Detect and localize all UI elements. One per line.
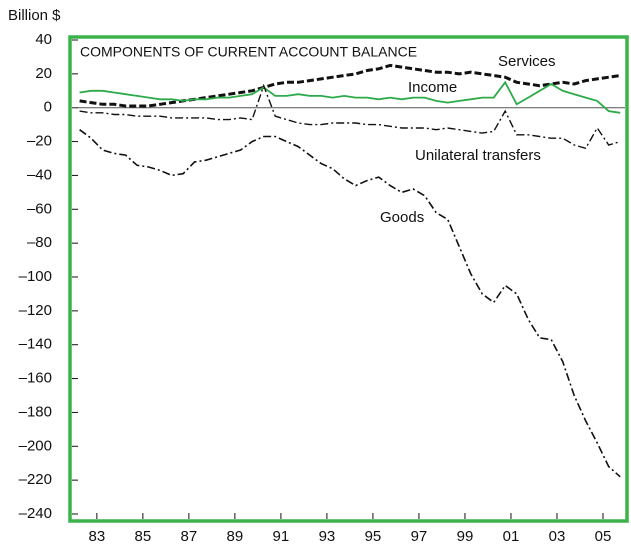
y-tick-label: –100 <box>19 268 52 285</box>
x-tick-label: 03 <box>549 528 566 545</box>
y-tick-label: –240 <box>19 505 52 522</box>
plot-frame <box>68 35 629 523</box>
x-tick-label: 85 <box>135 528 152 545</box>
y-tick-label: –200 <box>19 437 52 454</box>
x-tick-label: 91 <box>273 528 290 545</box>
y-axis-label: Billion $ <box>8 7 61 24</box>
y-tick-label: –120 <box>19 302 52 319</box>
y-tick-label: –160 <box>19 370 52 387</box>
series-label: Unilateral transfers <box>415 147 541 164</box>
x-tick-label: 01 <box>503 528 520 545</box>
series-line <box>79 63 621 108</box>
y-tick-label: –60 <box>27 200 52 217</box>
series-line <box>79 129 621 478</box>
y-tick-label: –140 <box>19 336 52 353</box>
x-tick-label: 89 <box>227 528 244 545</box>
series-label: Services <box>498 53 556 70</box>
x-tick-label: 05 <box>595 528 612 545</box>
x-tick-label: 87 <box>181 528 198 545</box>
x-tick-label: 93 <box>319 528 336 545</box>
y-tick-label: 20 <box>35 65 52 82</box>
x-tick-label: 97 <box>411 528 428 545</box>
series-line <box>79 80 621 114</box>
y-tick-label: –180 <box>19 403 52 420</box>
y-tick-label: –220 <box>19 471 52 488</box>
chart-title: COMPONENTS OF CURRENT ACCOUNT BALANCE <box>80 44 417 60</box>
y-tick-label: –20 <box>27 133 52 150</box>
y-tick-label: 0 <box>44 99 52 116</box>
x-tick-label: 83 <box>89 528 106 545</box>
y-tick-label: –80 <box>27 234 52 251</box>
y-tick-label: 40 <box>35 31 52 48</box>
y-tick-label: –40 <box>27 166 52 183</box>
x-tick-label: 99 <box>457 528 474 545</box>
series-label: Income <box>408 79 457 96</box>
series-label: Goods <box>380 209 424 226</box>
series-line <box>79 83 621 150</box>
x-tick-label: 95 <box>365 528 382 545</box>
